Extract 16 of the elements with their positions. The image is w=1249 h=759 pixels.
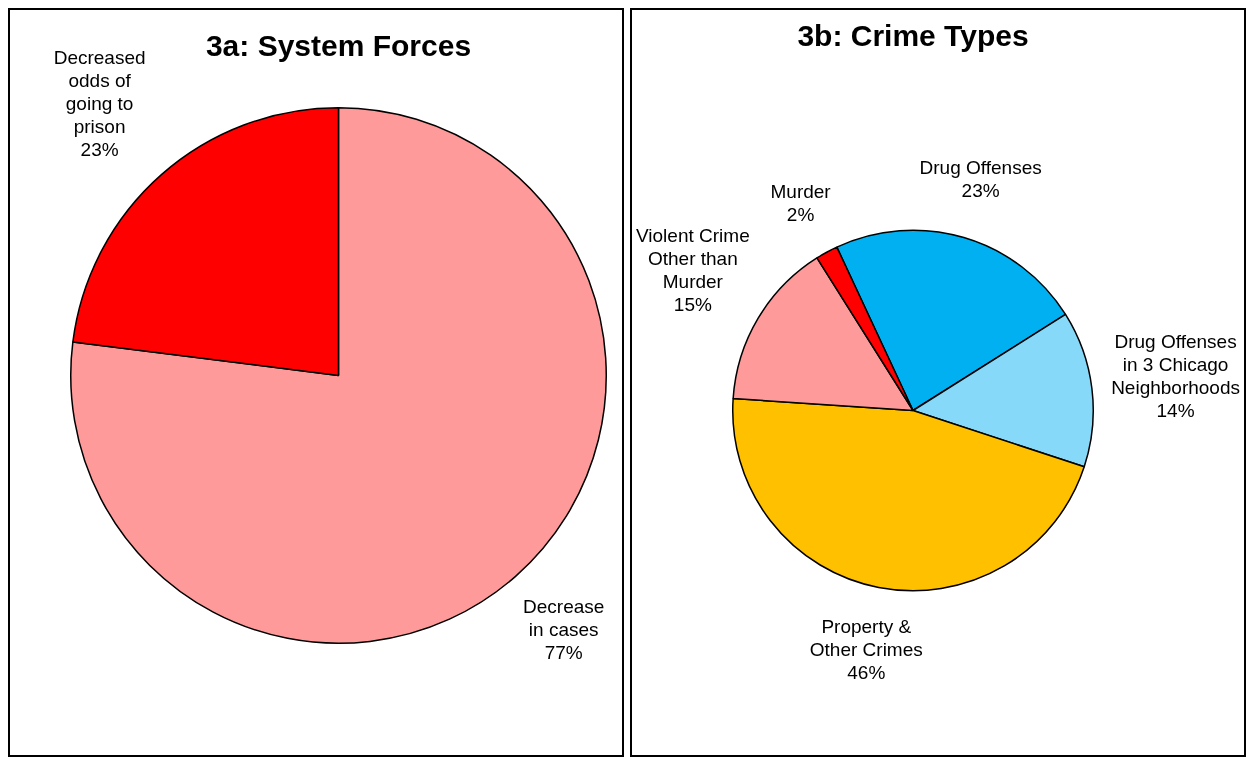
chart-title: 3a: System Forces <box>205 29 472 63</box>
slice-label: Drug Offenses in 3 Chicago Neighborhoods <box>1111 331 1240 399</box>
data-label: 23% <box>80 138 119 160</box>
slice-label: Drug Offenses <box>919 157 1042 179</box>
slice-label: Violent Crime Other than Murder <box>636 224 750 292</box>
slice-label: Murder <box>770 181 832 203</box>
data-label: 77% <box>544 642 583 664</box>
data-label: 23% <box>961 180 1000 202</box>
chart-title: 3b: Crime Types <box>797 19 1029 53</box>
data-label: 14% <box>1156 400 1195 422</box>
data-label: 46% <box>847 662 886 684</box>
data-label: 2% <box>786 204 815 226</box>
slice-label: Decreased odds of going to prison <box>53 46 146 137</box>
data-label: 15% <box>673 293 712 315</box>
slice-label: Decrease in cases <box>523 596 605 641</box>
slice-label: Property & Other Crimes <box>809 616 923 661</box>
